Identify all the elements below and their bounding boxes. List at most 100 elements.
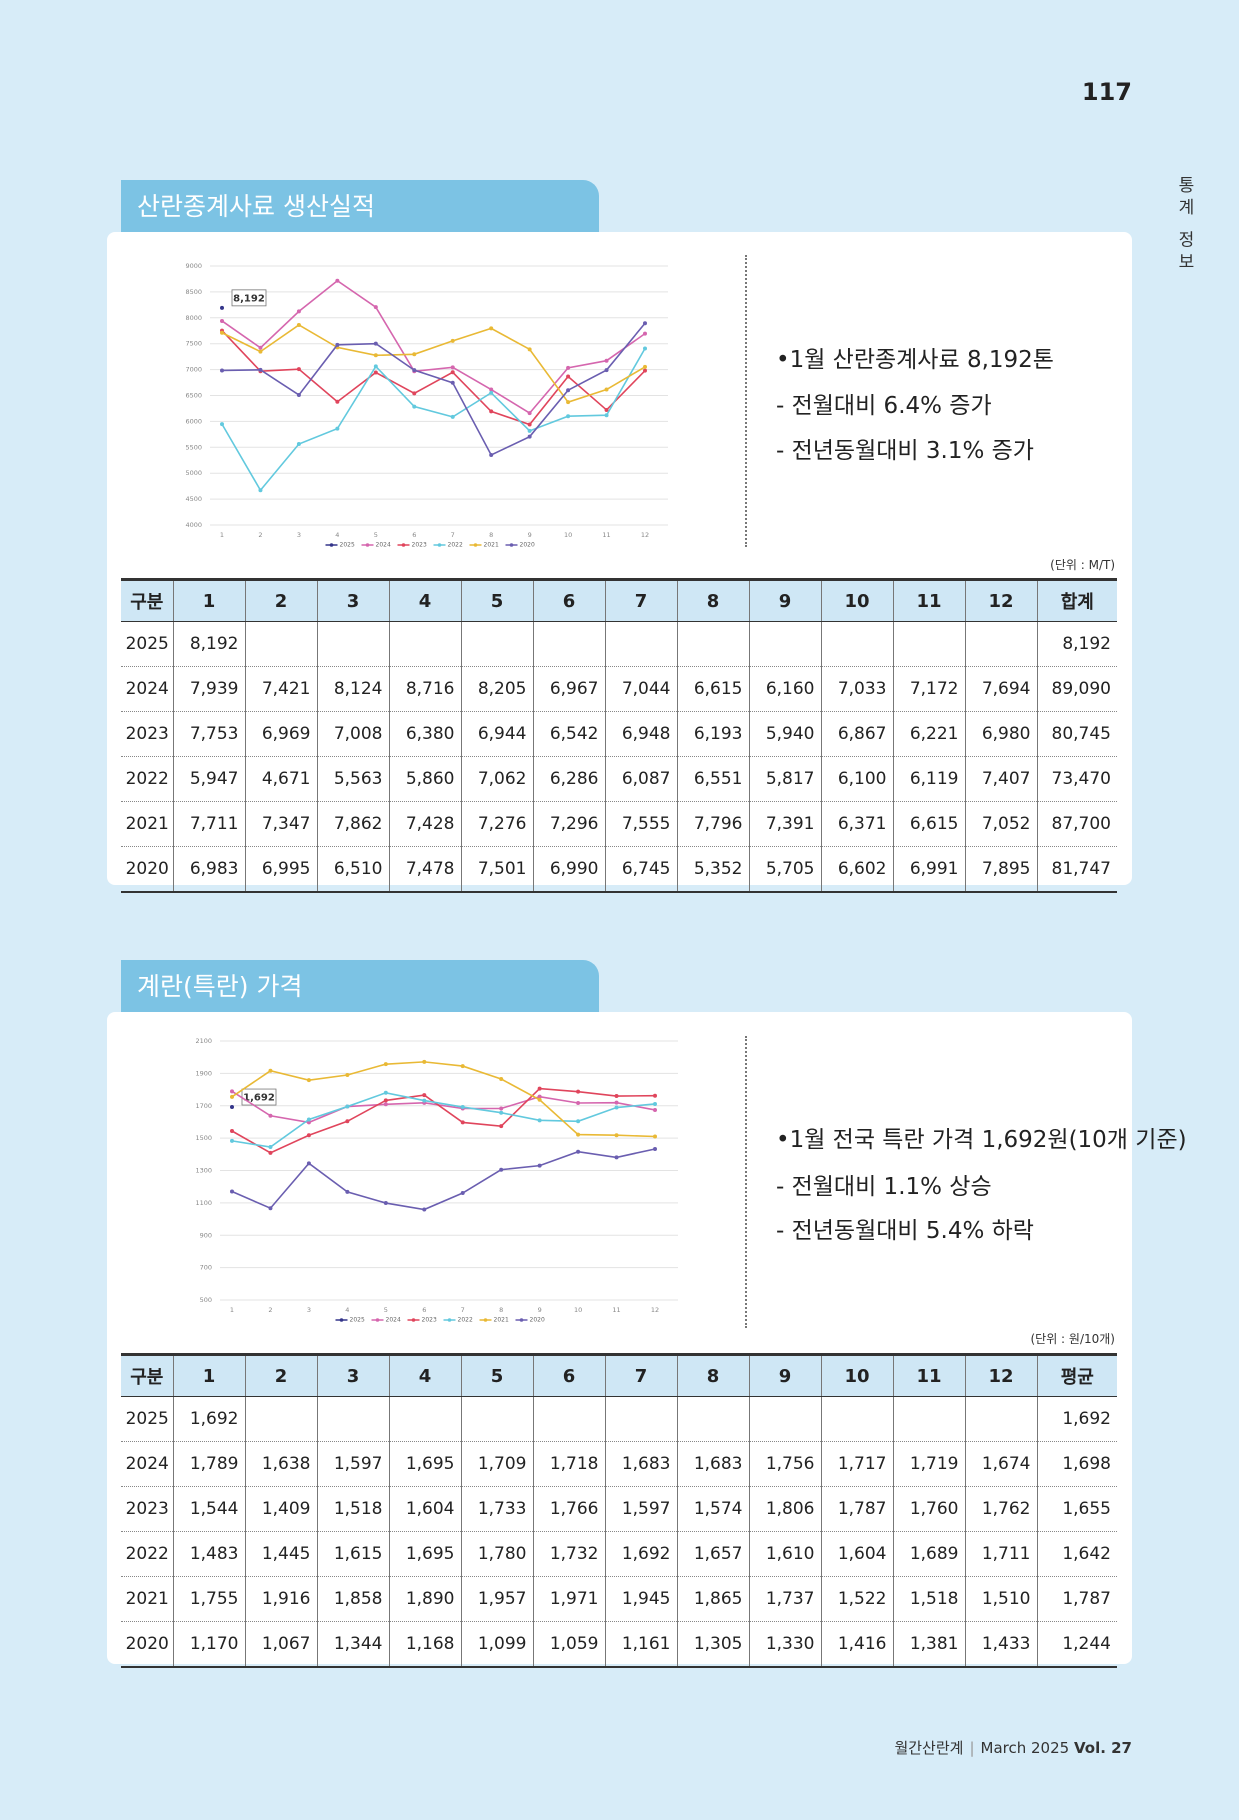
table-row: 2025 1,692 1,692 bbox=[121, 1396, 1117, 1442]
table-cell: 1,787 bbox=[1036, 1576, 1117, 1622]
unit: (단위 : M/T) bbox=[1050, 558, 1115, 572]
header-cell: 5 bbox=[460, 1353, 533, 1397]
table-cell: 1,638 bbox=[244, 1441, 317, 1487]
point bbox=[220, 318, 224, 323]
y-tick-label: 8500 bbox=[185, 288, 202, 296]
table-cell: 8,192 bbox=[172, 621, 245, 667]
table-cell: 1,718 bbox=[532, 1441, 605, 1487]
series-line bbox=[221, 324, 646, 404]
empty-cell bbox=[460, 621, 533, 667]
table-cell: 6,948 bbox=[604, 711, 677, 757]
table-cell: 89,090 bbox=[1036, 666, 1117, 712]
header-cell: 11 bbox=[892, 578, 965, 622]
empty-cell bbox=[244, 1396, 317, 1442]
y-tick-label: 5500 bbox=[185, 443, 202, 451]
footer: 월간산란계 | March 2025 Vol. 27 bbox=[894, 1737, 1132, 1758]
series-line bbox=[231, 1148, 656, 1211]
table-cell: 6,119 bbox=[892, 756, 965, 802]
point bbox=[499, 1110, 504, 1115]
table-cell: 7,753 bbox=[172, 711, 245, 757]
point bbox=[373, 353, 378, 358]
point bbox=[373, 364, 378, 369]
table-cell: 2025 bbox=[121, 1396, 173, 1442]
header-cell: 구분 bbox=[121, 578, 173, 622]
point bbox=[220, 305, 224, 310]
table-cell: 1,518 bbox=[316, 1486, 389, 1532]
point bbox=[604, 368, 609, 373]
unit: (단위 : 원/10개) bbox=[1030, 1332, 1115, 1346]
point bbox=[373, 370, 378, 375]
header-cell: 10 bbox=[820, 578, 893, 622]
header-cell: 평균 bbox=[1036, 1353, 1117, 1397]
table-cell: 6,602 bbox=[820, 846, 893, 893]
note: - 전년동월대비 5.4% 하락 bbox=[776, 1218, 1034, 1244]
table-cell: 7,501 bbox=[460, 846, 533, 893]
legend-marker bbox=[329, 543, 334, 547]
legend-marker bbox=[447, 1318, 452, 1322]
y-tick-label: 9000 bbox=[185, 262, 202, 270]
table-cell: 1,416 bbox=[820, 1621, 893, 1668]
table-cell: 1,170 bbox=[172, 1621, 245, 1668]
point bbox=[653, 1107, 657, 1112]
page-number: 117 bbox=[1081, 78, 1132, 106]
empty-cell bbox=[532, 1396, 605, 1442]
header-cell: 7 bbox=[604, 1353, 677, 1397]
table-cell: 6,193 bbox=[676, 711, 749, 757]
point bbox=[296, 322, 301, 327]
empty-cell bbox=[460, 1396, 533, 1442]
legend-marker bbox=[365, 543, 370, 547]
y-tick-label: 1500 bbox=[195, 1134, 212, 1142]
point bbox=[383, 1201, 388, 1206]
table-cell: 1,604 bbox=[820, 1531, 893, 1577]
point bbox=[335, 426, 340, 431]
empty-cell bbox=[748, 1396, 821, 1442]
empty-cell bbox=[244, 621, 317, 667]
table: 구분 1 2 3 4 5 6 7 8 9 10 11 12 합계 2025 8,192 8,192 2024 7,9… bbox=[121, 578, 1117, 893]
point bbox=[643, 368, 647, 373]
table-cell: 6,286 bbox=[532, 756, 605, 802]
header-cell: 6 bbox=[532, 578, 605, 622]
empty-cell bbox=[748, 621, 821, 667]
series-line bbox=[221, 330, 646, 426]
point bbox=[604, 407, 609, 412]
point bbox=[499, 1106, 504, 1111]
table-cell: 8,192 bbox=[1036, 621, 1117, 667]
point bbox=[489, 387, 494, 392]
empty-cell bbox=[676, 1396, 749, 1442]
point bbox=[422, 1093, 427, 1098]
y-tick-label: 4000 bbox=[185, 521, 202, 529]
table-cell: 1,657 bbox=[676, 1531, 749, 1577]
section-tab: 산란종계사료 생산실적 bbox=[121, 180, 599, 236]
legend-marker bbox=[437, 543, 442, 547]
x-tick-label: 5 bbox=[384, 1306, 388, 1314]
x-tick-label: 11 bbox=[612, 1306, 620, 1314]
table-cell: 2022 bbox=[121, 1531, 173, 1577]
point bbox=[643, 321, 647, 326]
x-tick-label: 1 bbox=[230, 1306, 234, 1314]
table-cell: 1,916 bbox=[244, 1576, 317, 1622]
x-tick-label: 9 bbox=[528, 531, 532, 539]
x-tick-label: 10 bbox=[564, 531, 572, 539]
x-tick-label: 12 bbox=[651, 1306, 659, 1314]
table-cell: 7,796 bbox=[676, 801, 749, 847]
point bbox=[296, 367, 301, 372]
header-cell: 11 bbox=[892, 1353, 965, 1397]
point bbox=[220, 330, 224, 335]
table-cell: 1,683 bbox=[604, 1441, 677, 1487]
divider bbox=[745, 255, 747, 547]
point bbox=[268, 1113, 273, 1118]
point bbox=[537, 1086, 542, 1091]
header-cell: 4 bbox=[388, 1353, 461, 1397]
table-row: 2021 7,711 7,347 7,862 7,428 7,276 7,296 7,555 7… bbox=[121, 801, 1117, 847]
table-cell: 6,967 bbox=[532, 666, 605, 712]
point bbox=[576, 1149, 581, 1154]
table-row: 2020 1,170 1,067 1,344 1,168 1,099 1,059 1,161 1… bbox=[121, 1621, 1117, 1668]
table-cell: 7,033 bbox=[820, 666, 893, 712]
table-cell: 7,407 bbox=[964, 756, 1037, 802]
table-cell: 1,381 bbox=[892, 1621, 965, 1668]
magazine: 월간산란계 bbox=[894, 1739, 964, 1757]
table-cell: 7,052 bbox=[964, 801, 1037, 847]
legend-label: 2021 bbox=[494, 1317, 509, 1324]
point bbox=[450, 370, 455, 375]
